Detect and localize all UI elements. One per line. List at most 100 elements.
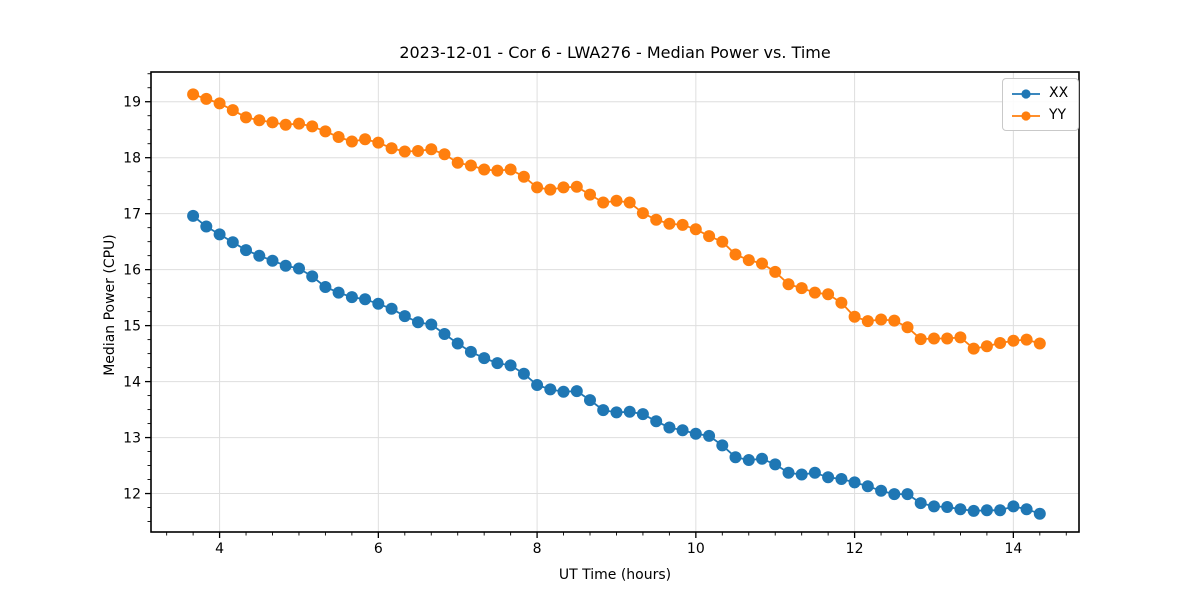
data-point: [570, 385, 583, 398]
data-point: [676, 424, 689, 437]
data-point: [398, 310, 411, 323]
data-point: [875, 313, 888, 326]
data-point: [954, 331, 967, 344]
data-point: [372, 297, 385, 310]
data-point: [782, 278, 795, 291]
data-point: [914, 333, 927, 346]
data-point: [1033, 507, 1046, 520]
data-point: [345, 135, 358, 148]
grid: [151, 72, 1079, 532]
data-point: [213, 97, 226, 110]
x-tick-label: 14: [1004, 541, 1022, 557]
data-point: [795, 282, 808, 295]
data-point: [1033, 337, 1046, 350]
y-tick-label: 15: [123, 319, 141, 335]
data-point: [293, 262, 305, 275]
data-point: [689, 223, 702, 236]
data-point: [213, 228, 226, 241]
data-point: [438, 328, 451, 340]
data-point: [875, 484, 888, 497]
data-point: [306, 120, 319, 133]
data-point: [848, 476, 861, 489]
data-point: [1020, 503, 1033, 516]
data-point: [888, 314, 901, 327]
x-axis-label: UT Time (hours): [558, 567, 672, 583]
data-point: [425, 318, 438, 331]
data-point: [808, 466, 821, 479]
data-point: [253, 249, 266, 262]
data-point: [279, 259, 292, 272]
data-point: [226, 236, 239, 249]
data-point: [504, 163, 517, 176]
data-point: [200, 92, 213, 105]
data-point: [623, 405, 636, 418]
data-point: [689, 427, 702, 440]
data-point: [187, 88, 200, 101]
data-point: [808, 286, 821, 299]
data-point: [319, 125, 332, 138]
data-point: [438, 148, 451, 161]
data-point: [782, 466, 795, 479]
y-tick-label: 16: [123, 263, 141, 279]
data-point: [636, 408, 649, 421]
data-point: [306, 270, 319, 283]
data-point: [293, 117, 305, 130]
data-point: [478, 163, 491, 176]
series-line: [192, 215, 1041, 515]
data-point: [756, 452, 768, 465]
data-point: [994, 504, 1007, 517]
data-point: [914, 497, 927, 510]
data-point: [769, 458, 782, 471]
minor-ticks: [147, 73, 1067, 536]
y-tick-label: 12: [123, 487, 141, 503]
data-point: [822, 288, 835, 301]
data-point: [941, 501, 954, 513]
data-point: [1007, 334, 1020, 347]
data-point: [597, 404, 610, 417]
data-point: [928, 332, 940, 345]
x-tick-label: 12: [846, 541, 864, 557]
data-point: [332, 286, 345, 299]
data-point: [636, 207, 649, 220]
data-point: [412, 316, 424, 329]
data-point: [861, 480, 874, 493]
legend-swatch-yy-icon: [1012, 110, 1040, 121]
data-point: [901, 488, 914, 501]
data-point: [517, 367, 530, 380]
data-point: [888, 488, 901, 501]
y-tick-label: 19: [123, 95, 141, 111]
data-point: [345, 291, 358, 304]
data-point: [610, 406, 623, 419]
data-point: [372, 136, 385, 149]
data-point: [544, 383, 557, 396]
data-point: [240, 111, 252, 124]
legend-item-yy: YY: [1011, 106, 1068, 125]
data-point: [240, 244, 252, 257]
data-point: [359, 133, 372, 146]
data-point: [253, 114, 266, 127]
data-point: [478, 352, 491, 365]
data-point: [1020, 333, 1033, 346]
y-tick-label: 17: [123, 207, 141, 223]
legend-label-yy: YY: [1049, 107, 1067, 123]
data-point: [994, 337, 1007, 349]
series-xx: [187, 209, 1046, 520]
data-point: [795, 468, 808, 481]
chart-title: 2023-12-01 - Cor 6 - LWA276 - Median Pow…: [399, 43, 831, 62]
data-point: [187, 209, 200, 222]
plot-border: [150, 71, 1080, 533]
series-yy: [187, 88, 1046, 355]
data-point: [266, 116, 279, 129]
data-point: [398, 145, 411, 158]
data-point: [584, 188, 596, 201]
data-point: [742, 254, 755, 267]
data-point: [531, 181, 544, 194]
data-point: [425, 143, 438, 156]
data-point: [517, 170, 530, 183]
data-point: [756, 257, 768, 270]
data-point: [848, 310, 861, 323]
y-tick-label: 13: [123, 431, 141, 447]
data-point: [650, 213, 663, 226]
x-tick-label: 6: [374, 541, 383, 557]
